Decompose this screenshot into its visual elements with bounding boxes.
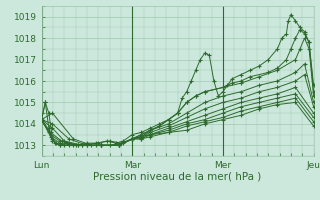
X-axis label: Pression niveau de la mer( hPa ): Pression niveau de la mer( hPa ) xyxy=(93,171,262,181)
